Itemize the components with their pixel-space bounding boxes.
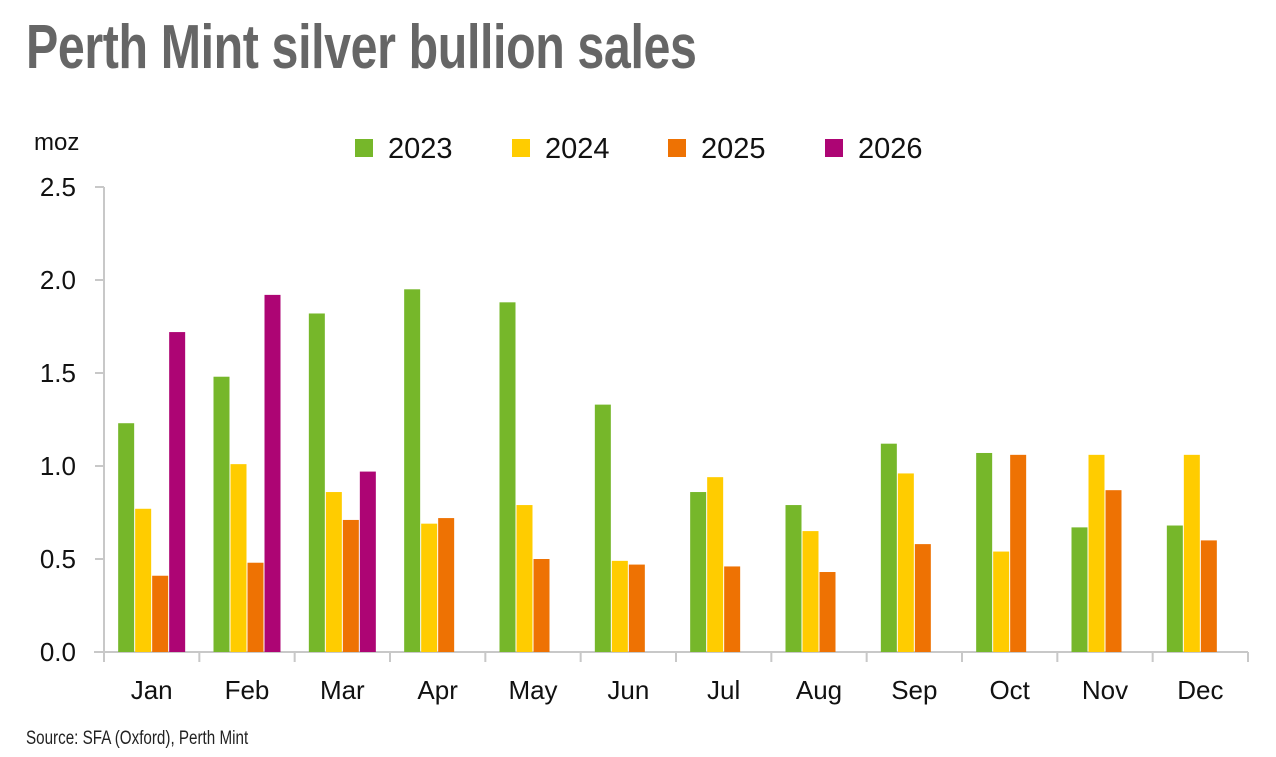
bar-2025-Jul — [724, 566, 741, 652]
bar-2025-Dec — [1200, 540, 1217, 652]
x-tick-label: Jan — [131, 675, 173, 705]
bar-2024-Feb — [230, 464, 247, 652]
x-tick-label: Nov — [1082, 675, 1128, 705]
x-tick-label: Feb — [225, 675, 270, 705]
bar-2024-Oct — [993, 551, 1010, 652]
bar-2023-Dec — [1166, 525, 1183, 652]
bar-2024-Aug — [802, 531, 819, 652]
x-tick-label: Sep — [891, 675, 937, 705]
bar-2023-Apr — [404, 289, 421, 652]
bar-2024-Nov — [1088, 454, 1105, 652]
bar-2023-Aug — [785, 505, 802, 652]
bar-2026-Mar — [359, 471, 376, 652]
x-tick-label: Aug — [796, 675, 842, 705]
y-tick-label: 1.5 — [40, 358, 76, 388]
y-tick-label: 0.0 — [40, 637, 76, 667]
bar-2023-Mar — [308, 313, 325, 652]
bar-2025-Jun — [628, 564, 645, 652]
bar-2023-Sep — [880, 443, 897, 652]
x-tick-label: Jul — [707, 675, 740, 705]
bar-2023-Nov — [1071, 527, 1088, 652]
bar-2023-Jan — [118, 423, 135, 652]
bar-2025-Sep — [914, 544, 931, 652]
bar-2024-Dec — [1183, 454, 1200, 652]
x-tick-label: Dec — [1177, 675, 1223, 705]
bar-2024-Jan — [135, 508, 152, 652]
bar-2025-Aug — [819, 572, 836, 652]
bar-2023-May — [499, 302, 516, 652]
y-tick-label: 0.5 — [40, 544, 76, 574]
bar-2025-Nov — [1105, 490, 1122, 652]
bar-2025-Mar — [342, 519, 359, 652]
legend-label-2024: 2024 — [545, 133, 610, 165]
bar-2023-Feb — [213, 376, 230, 652]
bar-2025-Jan — [152, 575, 169, 652]
y-axis-unit-label: moz — [34, 129, 79, 156]
bar-2024-Jun — [611, 560, 628, 652]
legend-label-2025: 2025 — [701, 133, 766, 165]
bar-2026-Jan — [169, 332, 186, 652]
legend-label-2023: 2023 — [388, 133, 453, 165]
y-tick-label: 2.5 — [40, 172, 76, 202]
y-tick-label: 1.0 — [40, 451, 76, 481]
chart-title: Perth Mint silver bullion sales — [26, 13, 697, 82]
x-tick-label: May — [508, 675, 557, 705]
legend-swatch-2023 — [355, 139, 373, 157]
bar-2024-Mar — [325, 492, 342, 652]
bar-2025-Oct — [1010, 454, 1027, 652]
bar-2024-Sep — [897, 473, 914, 652]
bar-2023-Oct — [976, 452, 993, 652]
legend-swatch-2026 — [825, 139, 843, 157]
bar-2024-Apr — [421, 523, 438, 652]
bar-2023-Jun — [594, 404, 611, 652]
bar-2024-Jul — [707, 477, 724, 652]
x-tick-label: Oct — [989, 675, 1030, 705]
legend-label-2026: 2026 — [858, 133, 923, 165]
y-tick-label: 2.0 — [40, 265, 76, 295]
legend-swatch-2025 — [668, 139, 686, 157]
source-note: Source: SFA (Oxford), Perth Mint — [26, 728, 249, 749]
bar-2025-Feb — [247, 562, 264, 652]
x-tick-label: Mar — [320, 675, 365, 705]
bar-2025-Apr — [438, 518, 455, 652]
x-tick-label: Jun — [607, 675, 649, 705]
bar-2025-May — [533, 559, 550, 652]
bar-2023-Jul — [690, 492, 707, 652]
bar-2024-May — [516, 505, 533, 652]
x-tick-label: Apr — [417, 675, 458, 705]
legend-swatch-2024 — [512, 139, 530, 157]
bar-2026-Feb — [264, 294, 281, 652]
